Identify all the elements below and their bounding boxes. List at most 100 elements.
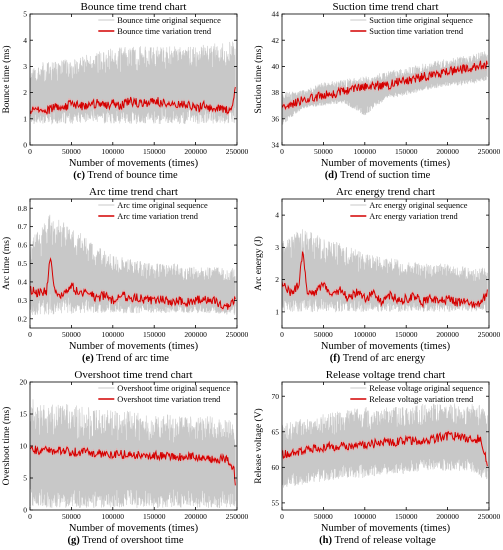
x-tick-label: 250000 [226, 147, 249, 156]
x-tick-label: 250000 [226, 330, 249, 339]
chart-panel-c: Bounce time trend chart 0 50000 100000 15000… [0, 0, 251, 185]
x-axis-label: Number of movements (times) [69, 341, 199, 352]
y-tick-label: 3 [23, 62, 27, 71]
y-tick-label: 34 [272, 141, 280, 150]
y-tick-label: 36 [272, 114, 280, 123]
y-tick-label: 4 [275, 211, 279, 220]
chart-title: Arc energy trend chart [336, 186, 435, 198]
legend: Arc energy original sequence Arc energy v… [350, 201, 468, 221]
x-tick-label: 200000 [184, 147, 207, 156]
y-tick-label: 1 [23, 114, 27, 123]
chart-title: Release voltage trend chart [326, 369, 445, 381]
chart-svg: Arc energy trend chart 0 50000 100000 150000… [253, 186, 501, 352]
y-tick-label: 40 [272, 62, 280, 71]
caption-text: Trend of arc time [93, 353, 169, 364]
x-tick-label: 100000 [102, 330, 125, 339]
y-axis-label: Bounce time (ms) [1, 45, 12, 113]
chart-title: Arc time trend chart [89, 186, 178, 198]
y-tick-label: 55 [272, 498, 280, 507]
caption-text: Trend of overshoot time [79, 535, 184, 546]
y-tick-label: 1 [275, 307, 279, 316]
caption-letter: (d) [324, 170, 338, 181]
y-tick-label: 0.2 [18, 314, 28, 323]
chart-panel-d: Suction time trend chart 0 50000 100000 1500… [252, 0, 503, 185]
x-tick-label: 200000 [184, 330, 207, 339]
x-tick-label: 150000 [395, 147, 418, 156]
chart-svg: Release voltage trend chart 0 50000 100000 1… [253, 369, 501, 534]
x-axis-label: Number of movements (times) [321, 158, 451, 169]
x-tick-label: 0 [28, 147, 32, 156]
x-tick-label: 50000 [314, 512, 333, 521]
x-tick-label: 250000 [478, 330, 501, 339]
y-tick-label: 70 [272, 392, 280, 401]
panel-caption: (d) Trend of suction time [252, 170, 503, 181]
x-tick-label: 0 [280, 147, 284, 156]
chart-panel-f: Arc energy trend chart 0 50000 100000 150000… [252, 185, 503, 368]
x-tick-label: 150000 [143, 512, 166, 521]
x-axis-label: Number of movements (times) [69, 158, 199, 169]
legend: Suction time original sequence Suction ti… [350, 16, 473, 36]
chart-svg: Overshoot time trend chart 0 50000 100000 15… [1, 369, 249, 534]
legend-entry: Suction time variation trend [369, 27, 464, 36]
y-tick-label: 0 [23, 506, 27, 515]
legend: Arc time original sequence Arc time varia… [98, 201, 208, 221]
series-variation-trend [30, 445, 236, 486]
series-variation-trend [282, 431, 488, 467]
y-axis-label: Arc time (ms) [1, 237, 12, 290]
y-tick-label: 0 [23, 141, 27, 150]
x-tick-label: 150000 [143, 330, 166, 339]
series-original-sequence [282, 403, 488, 488]
y-tick-label: 38 [272, 88, 280, 97]
y-tick-label: 10 [20, 442, 28, 451]
panel-caption: (f) Trend of arc energy [252, 353, 503, 364]
y-tick-label: 0.3 [18, 296, 28, 305]
chart-panel-g: Overshoot time trend chart 0 50000 100000 15… [0, 368, 251, 550]
y-tick-label: 44 [272, 10, 280, 19]
series-original-sequence [30, 399, 236, 509]
y-tick-label: 2 [23, 88, 27, 97]
legend: Bounce time original sequence Bounce time… [98, 16, 221, 36]
x-tick-label: 50000 [62, 512, 81, 521]
caption-letter: (f) [329, 353, 341, 364]
x-tick-label: 200000 [436, 330, 459, 339]
x-tick-label: 150000 [395, 330, 418, 339]
x-tick-label: 0 [28, 330, 32, 339]
series-variation-trend [282, 251, 488, 309]
legend-entry: Release voltage variation trend [369, 395, 474, 404]
x-tick-label: 0 [280, 512, 284, 521]
y-tick-label: 0.8 [18, 204, 28, 213]
axes-frame [281, 198, 490, 329]
legend-entry: Arc energy original sequence [369, 201, 467, 210]
x-axis-label: Number of movements (times) [321, 341, 451, 352]
x-tick-label: 200000 [436, 147, 459, 156]
legend-entry: Suction time original sequence [369, 16, 473, 25]
plot-area [30, 399, 236, 509]
series-variation-trend [282, 60, 488, 111]
caption-letter: (h) [319, 535, 333, 546]
x-tick-label: 150000 [143, 147, 166, 156]
x-tick-label: 250000 [478, 512, 501, 521]
x-axis-label: Number of movements (times) [69, 523, 199, 534]
legend: Release voltage original sequence Release… [350, 384, 483, 404]
y-axis-label: Arc energy (J) [253, 236, 264, 291]
y-tick-label: 20 [20, 378, 28, 387]
chart-title: Suction time trend chart [333, 1, 439, 13]
legend-entry: Arc time original sequence [117, 201, 208, 210]
legend-entry: Bounce time original sequence [117, 16, 221, 25]
x-tick-label: 50000 [62, 147, 81, 156]
x-tick-label: 200000 [436, 512, 459, 521]
series-trend-band [30, 443, 236, 488]
caption-text: Trend of release voltage [332, 535, 436, 546]
y-tick-label: 2 [275, 275, 279, 284]
x-tick-label: 0 [28, 512, 32, 521]
y-tick-label: 5 [23, 474, 27, 483]
chart-svg: Arc time trend chart 0 50000 100000 150000 20… [1, 186, 249, 352]
axes-frame [281, 381, 490, 511]
y-tick-label: 3 [275, 243, 279, 252]
panel-caption: (c) Trend of bounce time [0, 170, 251, 181]
chart-svg: Bounce time trend chart 0 50000 100000 15000… [1, 1, 249, 169]
legend: Overshoot time original sequence Overshoo… [98, 384, 230, 404]
legend-entry: Arc time variation trend [117, 212, 199, 221]
plot-area [282, 229, 488, 313]
